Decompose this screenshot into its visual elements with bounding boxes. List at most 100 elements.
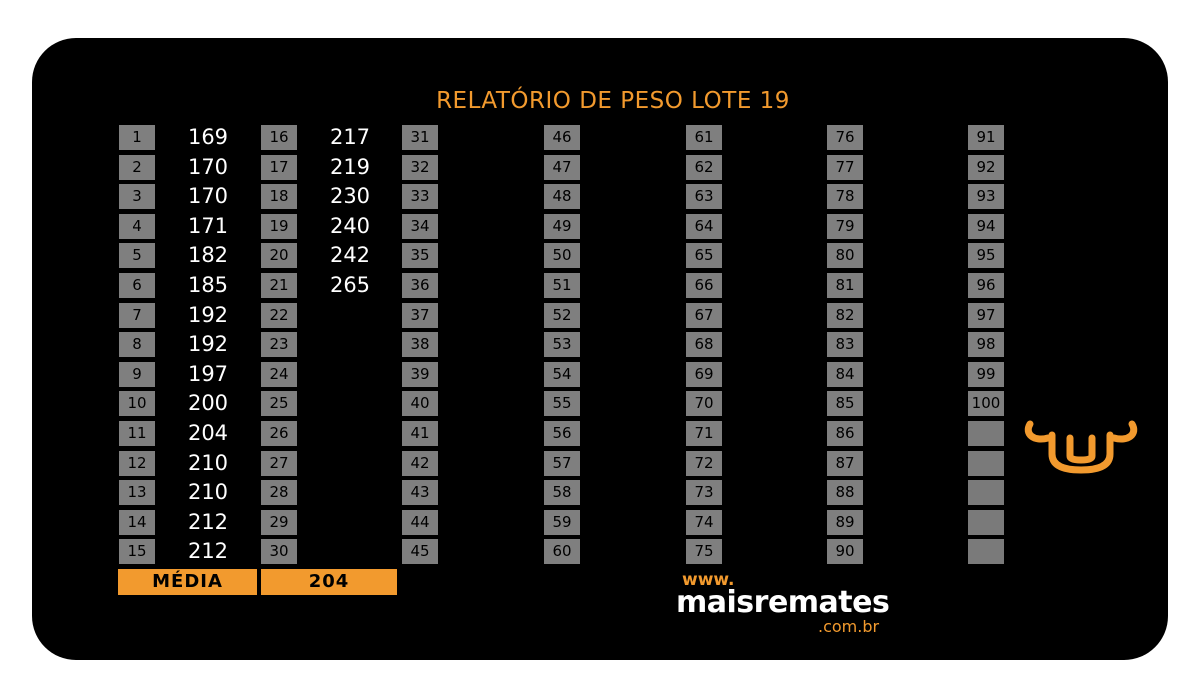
logo-www: www. [682,570,735,590]
lot-number-cell: 30 [261,539,297,564]
lot-number-cell: 78 [827,184,863,209]
lot-number-cell: 16 [261,125,297,150]
lot-number-cell: 99 [968,362,1004,387]
lot-number-cell: 95 [968,243,1004,268]
lot-number-cell: 27 [261,451,297,476]
lot-number-cell: 82 [827,303,863,328]
logo-domain: .com.br [818,617,880,636]
lot-number-cell: 39 [402,362,438,387]
lot-number-cell: 37 [402,303,438,328]
weight-value: 212 [187,539,229,563]
lot-number-cell: 91 [968,125,1004,150]
average-label: MÉDIA [118,569,257,595]
lot-number-cell: 11 [119,421,155,446]
weight-value: 204 [187,421,229,445]
lot-number-cell: 71 [686,421,722,446]
lot-number-cell: 6 [119,273,155,298]
lot-number-cell: 54 [544,362,580,387]
weight-value: 217 [329,125,371,149]
lot-number-cell: 83 [827,332,863,357]
weight-value: 242 [329,243,371,267]
lot-number-cell: 50 [544,243,580,268]
lot-number-cell: 28 [261,480,297,505]
lot-number-cell: 17 [261,155,297,180]
lot-number-cell: 19 [261,214,297,239]
lot-number-cell: 76 [827,125,863,150]
lot-number-cell: 41 [402,421,438,446]
lot-number-cell: 35 [402,243,438,268]
lot-number-cell: 69 [686,362,722,387]
lot-number-cell: 18 [261,184,297,209]
lot-number-cell: 1 [119,125,155,150]
logo-brand: maisremates [676,585,890,620]
weight-value: 170 [187,155,229,179]
lot-number-cell: 33 [402,184,438,209]
lot-number-cell [968,539,1004,564]
weight-value: 200 [187,391,229,415]
lot-number-cell: 14 [119,510,155,535]
lot-number-cell: 64 [686,214,722,239]
lot-number-cell: 97 [968,303,1004,328]
lot-number-cell: 44 [402,510,438,535]
lot-number-cell: 40 [402,391,438,416]
lot-number-cell: 4 [119,214,155,239]
lot-number-cell: 98 [968,332,1004,357]
lot-number-cell: 75 [686,539,722,564]
lot-number-cell: 80 [827,243,863,268]
lot-number-cell: 96 [968,273,1004,298]
weight-value: 182 [187,243,229,267]
lot-number-cell: 9 [119,362,155,387]
lot-number-cell: 47 [544,155,580,180]
lot-number-cell: 86 [827,421,863,446]
lot-number-cell: 15 [119,539,155,564]
lot-number-cell: 84 [827,362,863,387]
lot-number-cell: 25 [261,391,297,416]
lot-number-cell: 13 [119,480,155,505]
lot-number-cell: 88 [827,480,863,505]
lot-number-cell: 59 [544,510,580,535]
lot-number-cell: 10 [119,391,155,416]
lot-number-cell: 2 [119,155,155,180]
weight-value: 197 [187,362,229,386]
weight-value: 170 [187,184,229,208]
lot-number-cell: 26 [261,421,297,446]
lot-number-cell: 49 [544,214,580,239]
report-title: RELATÓRIO DE PESO LOTE 19 [436,88,790,114]
lot-number-cell: 62 [686,155,722,180]
lot-number-cell: 38 [402,332,438,357]
lot-number-cell: 46 [544,125,580,150]
lot-number-cell: 24 [261,362,297,387]
lot-number-cell: 8 [119,332,155,357]
lot-number-cell: 34 [402,214,438,239]
lot-number-cell: 7 [119,303,155,328]
weight-value: 240 [329,214,371,238]
weight-value: 265 [329,273,371,297]
lot-number-cell: 73 [686,480,722,505]
bull-head-icon [1024,420,1138,474]
lot-number-cell: 5 [119,243,155,268]
lot-number-cell: 94 [968,214,1004,239]
lot-number-cell: 70 [686,391,722,416]
lot-number-cell: 90 [827,539,863,564]
lot-number-cell: 66 [686,273,722,298]
lot-number-cell: 65 [686,243,722,268]
lot-number-cell [968,480,1004,505]
weight-value: 230 [329,184,371,208]
weight-value: 212 [187,510,229,534]
weight-value: 169 [187,125,229,149]
lot-number-cell: 32 [402,155,438,180]
lot-number-cell: 42 [402,451,438,476]
lot-number-cell: 72 [686,451,722,476]
lot-number-cell [968,510,1004,535]
average-value: 204 [261,569,397,595]
lot-number-cell: 22 [261,303,297,328]
lot-number-cell: 36 [402,273,438,298]
lot-number-cell: 85 [827,391,863,416]
lot-number-cell: 77 [827,155,863,180]
lot-number-cell: 74 [686,510,722,535]
weight-value: 210 [187,480,229,504]
lot-number-cell: 31 [402,125,438,150]
lot-number-cell: 23 [261,332,297,357]
lot-number-cell: 21 [261,273,297,298]
lot-number-cell: 58 [544,480,580,505]
